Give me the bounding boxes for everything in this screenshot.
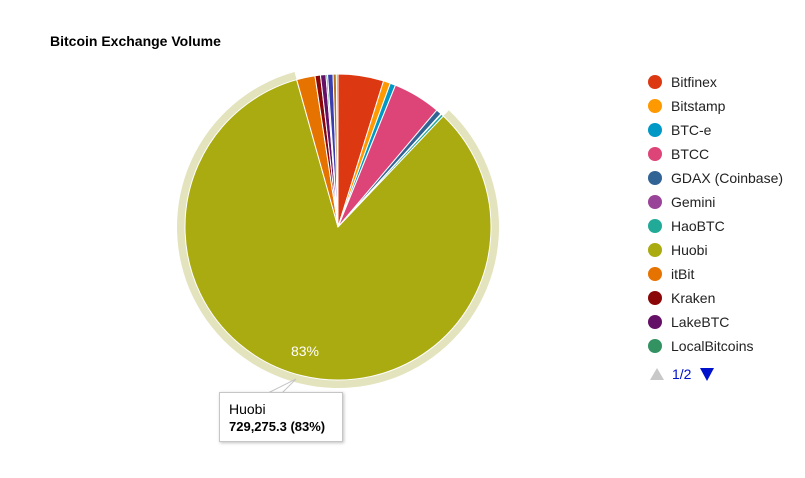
legend-item-lakebtc[interactable]: LakeBTC [648,310,803,334]
legend-item-kraken[interactable]: Kraken [648,286,803,310]
legend: Bitfinex Bitstamp BTC-e BTCC GDAX (Coinbase)… [648,70,803,358]
legend-item-bitstamp[interactable]: Bitstamp [648,94,803,118]
slice-other-14[interactable] [335,73,339,228]
pie-slices[interactable] [184,73,492,381]
legend-swatch-icon [648,123,662,137]
legend-label: Kraken [671,290,716,306]
legend-label: Bitfinex [671,74,717,90]
legend-label: BTC-e [671,122,712,138]
legend-item-haobtc[interactable]: HaoBTC [648,214,803,238]
legend-item-bitfinex[interactable]: Bitfinex [648,70,803,94]
legend-label: Bitstamp [671,98,726,114]
legend-item-btcc[interactable]: BTCC [648,142,803,166]
legend-item-itbit[interactable]: itBit [648,262,803,286]
legend-label: Huobi [671,242,708,258]
chart-title: Bitcoin Exchange Volume [50,33,221,49]
legend-label: itBit [671,266,695,282]
tooltip: Huobi 729,275.3 (83%) [219,392,343,442]
page-up-icon [650,368,664,380]
legend-item-localbitcoins[interactable]: LocalBitcoins [648,334,803,358]
legend-swatch-icon [648,99,662,113]
slice-huobi[interactable] [184,79,492,381]
legend-item-huobi[interactable]: Huobi [648,238,803,262]
tooltip-value: 729,275.3 (83%) [229,419,326,434]
legend-item-gemini[interactable]: Gemini [648,190,803,214]
legend-swatch-icon [648,267,662,281]
legend-swatch-icon [648,339,662,353]
legend-swatch-icon [648,171,662,185]
legend-item-gdax-coinbase[interactable]: GDAX (Coinbase) [648,166,803,190]
legend-item-btc-e[interactable]: BTC-e [648,118,803,142]
legend-label: HaoBTC [671,218,725,234]
legend-label: GDAX (Coinbase) [671,170,784,186]
legend-swatch-icon [648,75,662,89]
legend-label: Gemini [671,194,716,210]
legend-swatch-icon [648,291,662,305]
page-indicator: 1/2 [672,366,692,382]
tooltip-name: Huobi [229,401,266,417]
legend-label: BTCC [671,146,710,162]
legend-swatch-icon [648,243,662,257]
legend-label: LocalBitcoins [671,338,754,354]
legend-pager: 1/2 [650,366,715,382]
legend-swatch-icon [648,147,662,161]
legend-swatch-icon [648,219,662,233]
legend-swatch-icon [648,315,662,329]
page-down-icon[interactable] [700,367,715,381]
huobi-percentage-label: 83% [291,343,319,359]
legend-label: LakeBTC [671,314,730,330]
legend-swatch-icon [648,195,662,209]
